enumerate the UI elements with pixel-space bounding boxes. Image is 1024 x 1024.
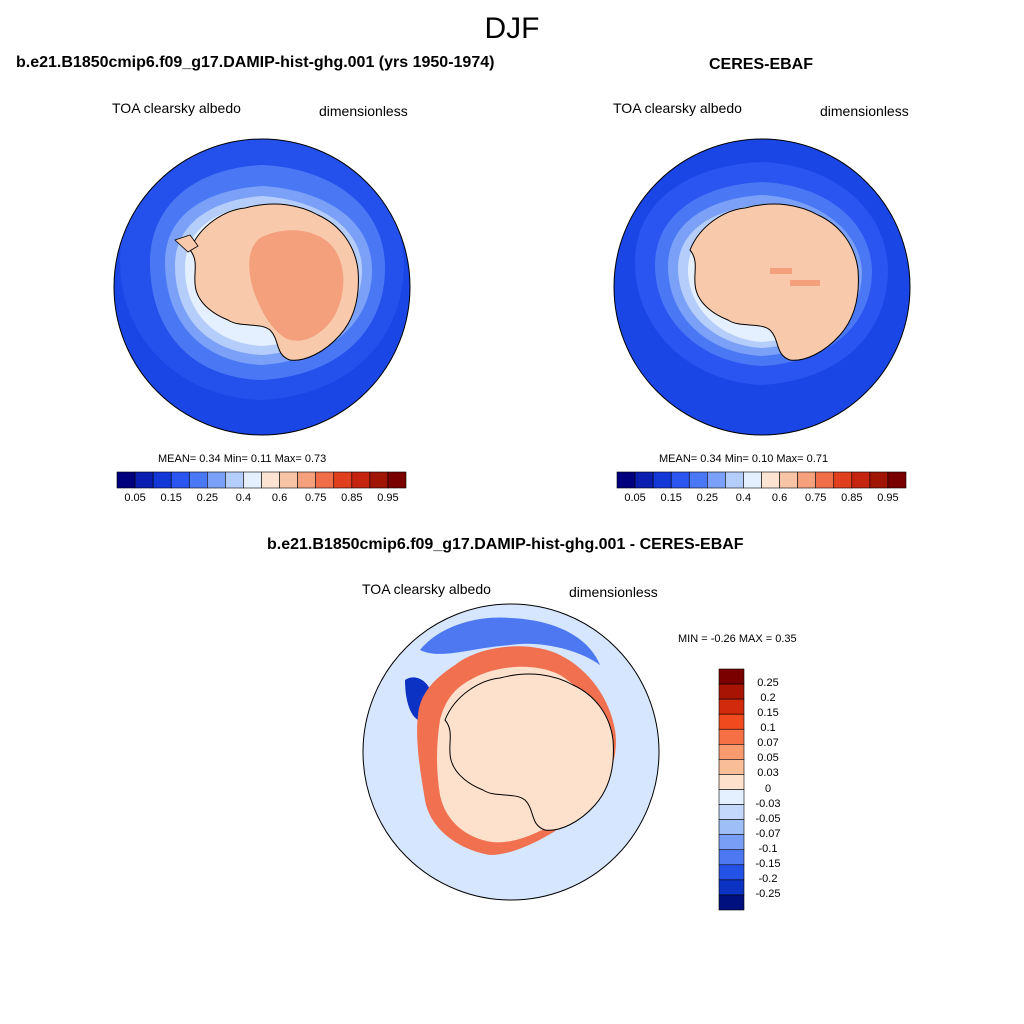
model-colorbar: [116, 471, 407, 489]
obs-units-label: dimensionless: [820, 103, 909, 119]
difference-colorbar-swatch: [718, 789, 745, 805]
obs-colorbar-swatch: [815, 471, 835, 489]
obs-colorbar-swatch: [688, 471, 708, 489]
difference-colorbar-swatch: [718, 894, 745, 911]
obs-colorbar-swatch: [797, 471, 816, 489]
model-colorbar-tick-label: 0.95: [377, 492, 399, 504]
obs-colorbar-swatch: [779, 471, 798, 489]
difference-colorbar-tick-label: -0.25: [755, 887, 781, 900]
model-colorbar-swatch: [387, 471, 407, 489]
obs-colorbar-swatch: [743, 471, 762, 489]
difference-colorbar-tick-label: 0: [764, 782, 772, 795]
model-colorbar-swatch: [170, 471, 190, 489]
difference-colorbar-tick-label: 0.05: [757, 752, 779, 765]
obs-panel-title: CERES-EBAF: [709, 56, 814, 73]
obs-colorbar-tick-label: 0.4: [735, 492, 752, 504]
model-colorbar-tick-label: 0.05: [124, 492, 146, 504]
difference-colorbar-swatch: [718, 819, 745, 835]
model-colorbar-tick-label: 0.25: [196, 492, 219, 504]
obs-colorbar-swatch: [725, 471, 744, 489]
model-colorbar-tick-label: 0.75: [304, 492, 327, 504]
difference-colorbar-tick-label: 0.03: [757, 767, 779, 780]
model-colorbar-swatch: [315, 471, 335, 489]
diff-variable-label: TOA clearsky albedo: [362, 581, 491, 597]
obs-colorbar: [616, 471, 907, 489]
model-colorbar-tick-label: 0.4: [235, 492, 252, 504]
difference-colorbar-tick-label: 0.15: [757, 707, 779, 720]
obs-colorbar-swatch: [616, 471, 636, 489]
obs-colorbar-tick-label: 0.25: [696, 492, 719, 504]
difference-colorbar-tick-label: -0.05: [755, 812, 781, 825]
obs-colorbar-swatch: [869, 471, 889, 489]
difference-colorbar-swatch: [718, 668, 745, 685]
difference-colorbar-swatch: [718, 744, 745, 760]
model-colorbar-tick-label: 0.85: [341, 492, 363, 504]
obs-stats: MEAN= 0.34 Min= 0.10 Max= 0.71: [659, 453, 829, 465]
model-colorbar-swatch: [351, 471, 371, 489]
obs-variable-label: TOA clearsky albedo: [613, 100, 742, 116]
model-colorbar-swatch: [333, 471, 353, 489]
difference-colorbar-swatch: [718, 834, 745, 851]
model-colorbar-swatch: [116, 471, 136, 489]
obs-colorbar-tick-label: 0.95: [877, 492, 899, 504]
obs-colorbar-swatch: [851, 471, 871, 489]
difference-colorbar-swatch: [718, 774, 745, 790]
difference-colorbar-tick-label: 0.07: [757, 737, 779, 750]
difference-colorbar-tick-label: 0.25: [757, 677, 779, 690]
difference-colorbar: [718, 668, 745, 911]
difference-colorbar-swatch: [718, 713, 745, 730]
difference-colorbar-tick-label: -0.15: [755, 857, 781, 870]
difference-colorbar-swatch: [718, 698, 745, 715]
model-panel-title: b.e21.B1850cmip6.f09_g17.DAMIP-hist-ghg.…: [16, 54, 495, 71]
model-colorbar-swatch: [134, 471, 154, 489]
obs-colorbar-swatch: [833, 471, 853, 489]
difference-colorbar-swatch: [718, 683, 745, 700]
difference-colorbar-tick-label: 0.1: [760, 722, 776, 735]
obs-colorbar-tick-label: 0.05: [624, 492, 646, 504]
obs-colorbar-swatch: [707, 471, 726, 489]
model-stats: MEAN= 0.34 Min= 0.11 Max= 0.73: [158, 453, 327, 465]
model-colorbar-swatch: [152, 471, 172, 489]
obs-colorbar-swatch: [887, 471, 907, 489]
difference-colorbar-tick-label: -0.1: [758, 842, 778, 855]
difference-colorbar-swatch: [718, 849, 745, 866]
obs-colorbar-swatch: [652, 471, 672, 489]
obs-colorbar-tick-label: 0.85: [841, 492, 863, 504]
model-colorbar-swatch: [369, 471, 389, 489]
diff-stats: MIN = -0.26 MAX = 0.35: [678, 633, 797, 645]
diff-panel-title: b.e21.B1850cmip6.f09_g17.DAMIP-hist-ghg.…: [267, 536, 744, 553]
difference-colorbar-swatch: [718, 804, 745, 820]
difference-colorbar-swatch: [718, 759, 745, 775]
obs-albedo-map: [613, 138, 911, 436]
model-colorbar-swatch: [279, 471, 298, 489]
difference-colorbar-swatch: [718, 879, 745, 896]
model-colorbar-swatch: [207, 471, 226, 489]
difference-colorbar-tick-label: -0.03: [755, 797, 781, 810]
difference-colorbar-tick-label: 0.2: [760, 692, 776, 705]
obs-colorbar-tick-label: 0.6: [771, 492, 788, 504]
obs-colorbar-tick-label: 0.75: [804, 492, 827, 504]
obs-colorbar-swatch: [634, 471, 654, 489]
model-colorbar-swatch: [188, 471, 208, 489]
difference-colorbar-swatch: [718, 728, 745, 745]
model-variable-label: TOA clearsky albedo: [112, 100, 241, 116]
difference-map: [362, 603, 660, 901]
diff-units-label: dimensionless: [569, 584, 658, 600]
obs-colorbar-swatch: [761, 471, 780, 489]
obs-colorbar-swatch: [670, 471, 690, 489]
model-colorbar-swatch: [225, 471, 244, 489]
model-colorbar-tick-label: 0.6: [271, 492, 288, 504]
model-colorbar-swatch: [297, 471, 316, 489]
model-units-label: dimensionless: [319, 103, 408, 119]
difference-colorbar-tick-label: -0.2: [758, 872, 778, 885]
model-colorbar-tick-label: 0.15: [160, 492, 182, 504]
difference-colorbar-swatch: [718, 864, 745, 881]
model-colorbar-swatch: [243, 471, 262, 489]
obs-colorbar-tick-label: 0.15: [660, 492, 682, 504]
model-colorbar-swatch: [261, 471, 280, 489]
model-albedo-map: [113, 138, 411, 436]
difference-colorbar-tick-label: -0.07: [755, 827, 781, 840]
season-title: DJF: [484, 12, 540, 45]
